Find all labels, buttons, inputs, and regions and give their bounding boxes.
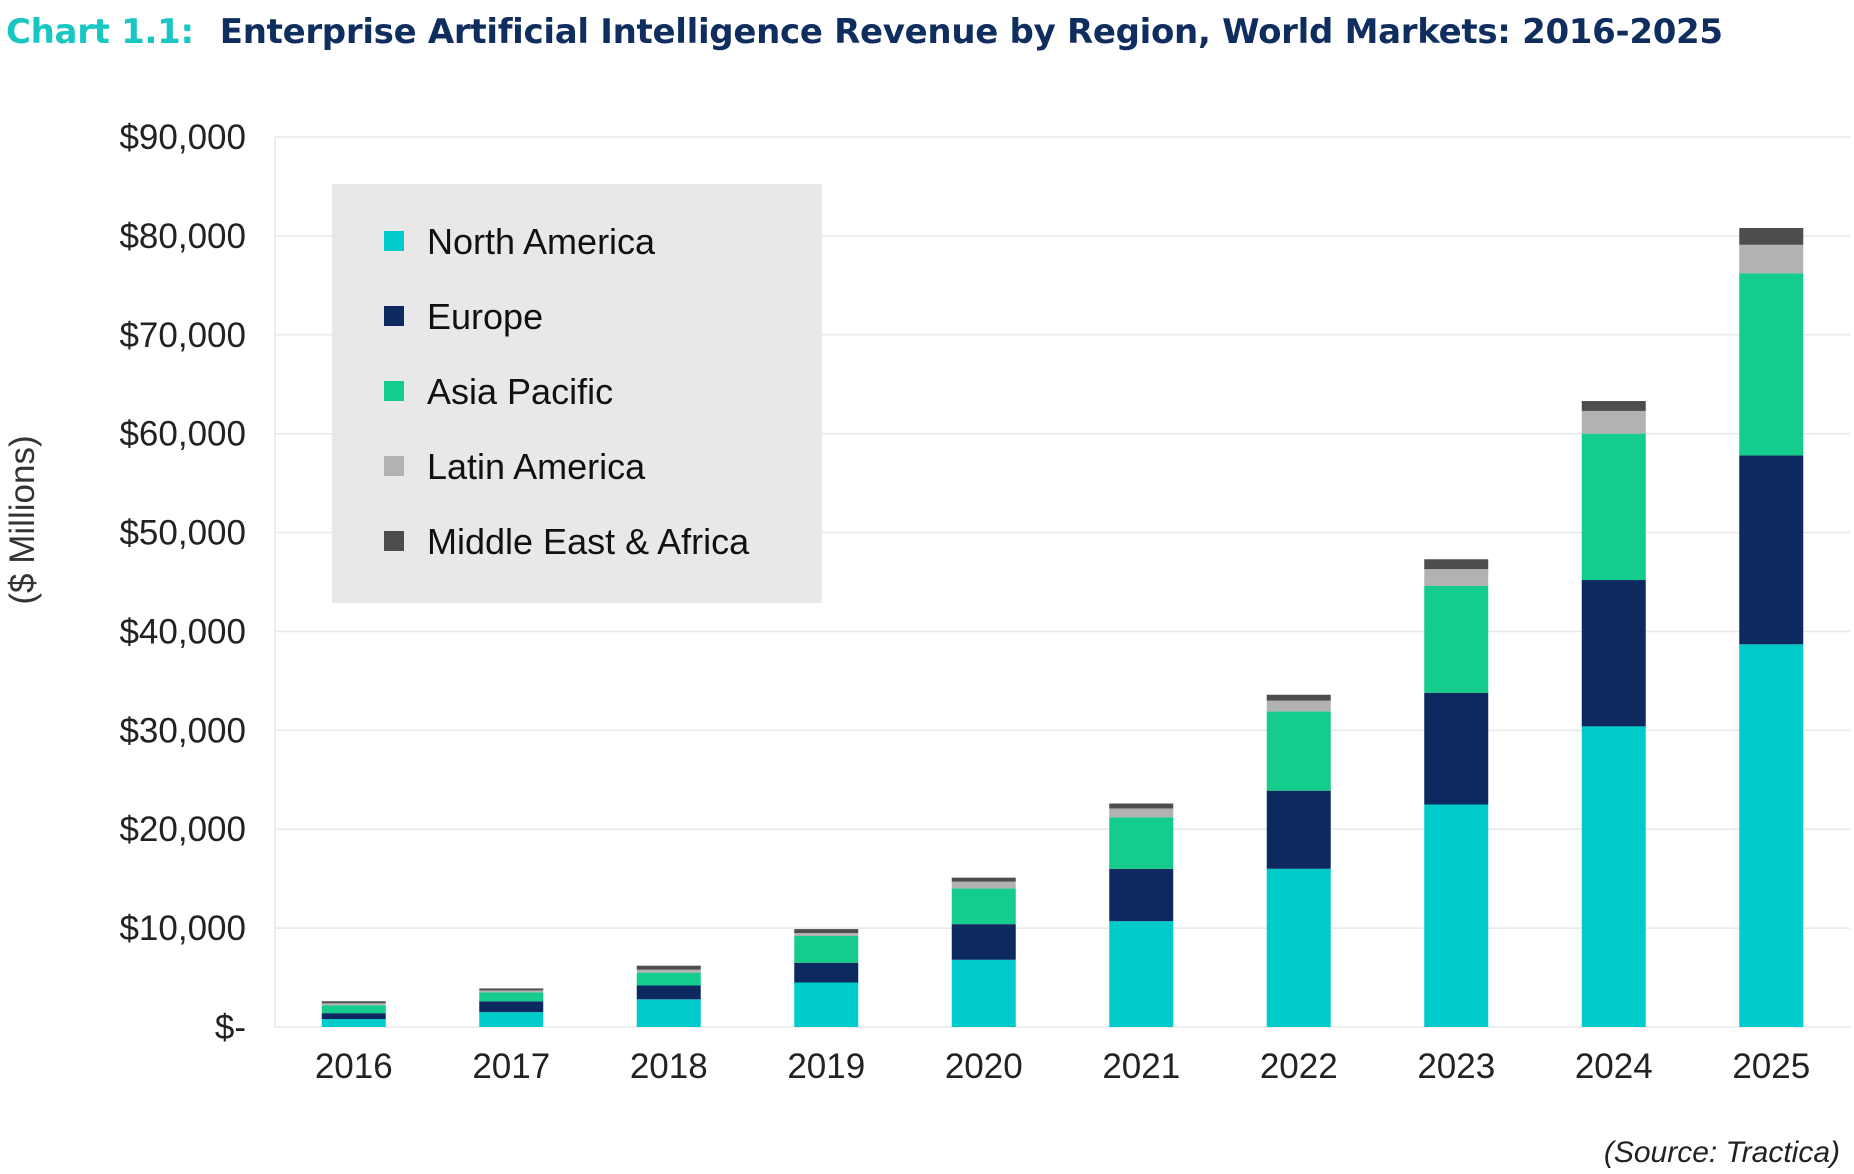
y-tick-label: $10,000 — [119, 909, 246, 948]
chart-title-text: Enterprise Artificial Intelligence Reven… — [219, 12, 1723, 52]
bar-2024-europe — [1581, 580, 1646, 727]
x-tick-label: 2023 — [1417, 1047, 1495, 1086]
bar-2024-middle-east-africa — [1581, 401, 1646, 411]
bar-2025-europe — [1739, 455, 1804, 645]
bar-2017-middle-east-africa — [479, 988, 544, 991]
bar-2017-latin-america — [479, 990, 544, 993]
bar-2025-asia-pacific — [1739, 273, 1804, 456]
x-axis-ticks: 2016 2017 2018 2019 2020 2021 2022 2023 2024 2025 — [315, 1047, 1810, 1086]
bar-2017-europe — [479, 1001, 544, 1013]
legend-swatch — [384, 306, 404, 326]
bar-2018-north-america — [636, 999, 701, 1027]
bar-2025-latin-america — [1739, 244, 1804, 274]
bar-2018-latin-america — [636, 969, 701, 973]
source-note: (Source: Tractica) — [1603, 1136, 1840, 1169]
x-tick-label: 2016 — [315, 1047, 393, 1086]
bar-2019-middle-east-africa — [794, 929, 859, 934]
legend-label: Latin America — [427, 446, 646, 487]
bar-2016-latin-america — [321, 1003, 386, 1006]
bar-2020-north-america — [951, 959, 1016, 1027]
legend: North America Europe Asia Pacific Latin Ame… — [332, 184, 822, 603]
bar-2016-asia-pacific — [321, 1005, 386, 1014]
bar-2022-middle-east-africa — [1266, 694, 1331, 701]
bar-2018-middle-east-africa — [636, 965, 701, 970]
chart-title: Chart 1.1: Enterprise Artificial Intellig… — [6, 12, 1723, 52]
bar-2019-europe — [794, 962, 859, 983]
legend-swatch — [384, 231, 404, 251]
y-tick-label: $50,000 — [119, 514, 246, 553]
x-tick-label: 2021 — [1102, 1047, 1180, 1086]
y-tick-label: $70,000 — [119, 316, 246, 355]
bar-2020-middle-east-africa — [951, 877, 1016, 882]
bar-2022-asia-pacific — [1266, 711, 1331, 791]
x-tick-label: 2020 — [945, 1047, 1023, 1086]
bar-2019-asia-pacific — [794, 936, 859, 963]
bar-2022-europe — [1266, 790, 1331, 869]
y-tick-label: $90,000 — [119, 118, 246, 157]
bar-2021-europe — [1109, 868, 1174, 922]
bars — [321, 227, 1804, 1027]
bar-2016-middle-east-africa — [321, 1001, 386, 1004]
x-tick-label: 2018 — [630, 1047, 708, 1086]
bar-2016-north-america — [321, 1019, 386, 1027]
bar-2023-europe — [1424, 692, 1489, 805]
y-axis-ticks: $- $10,000 $20,000 $30,000 $40,000 $50,000 $60… — [119, 118, 246, 1047]
bar-2023-north-america — [1424, 804, 1489, 1027]
legend-box — [332, 184, 822, 603]
x-tick-label: 2019 — [787, 1047, 865, 1086]
legend-label: Asia Pacific — [427, 371, 613, 412]
bar-2025-middle-east-africa — [1739, 227, 1804, 245]
legend-swatch — [384, 531, 404, 551]
bar-2021-north-america — [1109, 921, 1174, 1027]
bar-2019-north-america — [794, 982, 859, 1027]
legend-label: Middle East & Africa — [427, 521, 750, 562]
y-tick-label: $30,000 — [119, 711, 246, 750]
x-tick-label: 2025 — [1732, 1047, 1810, 1086]
legend-label: North America — [427, 221, 656, 262]
bar-2024-asia-pacific — [1581, 433, 1646, 581]
legend-swatch — [384, 381, 404, 401]
y-tick-label: $- — [215, 1008, 246, 1047]
bar-2022-north-america — [1266, 868, 1331, 1027]
legend-label: Europe — [427, 296, 543, 337]
bar-2025-north-america — [1739, 644, 1804, 1027]
bar-2022-latin-america — [1266, 700, 1331, 712]
x-tick-label: 2017 — [472, 1047, 550, 1086]
y-tick-label: $20,000 — [119, 810, 246, 849]
bar-2018-europe — [636, 985, 701, 1000]
y-tick-label: $80,000 — [119, 217, 246, 256]
bar-2020-europe — [951, 924, 1016, 960]
y-tick-label: $40,000 — [119, 612, 246, 651]
bar-2024-north-america — [1581, 726, 1646, 1027]
bar-2021-latin-america — [1109, 808, 1174, 818]
legend-swatch — [384, 456, 404, 476]
bar-2020-asia-pacific — [951, 888, 1016, 925]
bar-2020-latin-america — [951, 881, 1016, 889]
bar-2023-middle-east-africa — [1424, 559, 1489, 570]
bar-2023-asia-pacific — [1424, 585, 1489, 693]
bar-2023-latin-america — [1424, 569, 1489, 586]
y-tick-label: $60,000 — [119, 415, 246, 454]
bar-2017-north-america — [479, 1012, 544, 1027]
y-axis-title: ($ Millions) — [3, 435, 42, 604]
bar-2021-asia-pacific — [1109, 817, 1174, 869]
bar-2018-asia-pacific — [636, 972, 701, 986]
bar-2016-europe — [321, 1013, 386, 1020]
x-tick-label: 2024 — [1575, 1047, 1653, 1086]
bar-2019-latin-america — [794, 933, 859, 937]
bar-2024-latin-america — [1581, 410, 1646, 434]
bar-2017-asia-pacific — [479, 992, 544, 1002]
x-tick-label: 2022 — [1260, 1047, 1338, 1086]
chart-number: Chart 1.1: — [6, 12, 194, 52]
bar-2021-middle-east-africa — [1109, 803, 1174, 809]
